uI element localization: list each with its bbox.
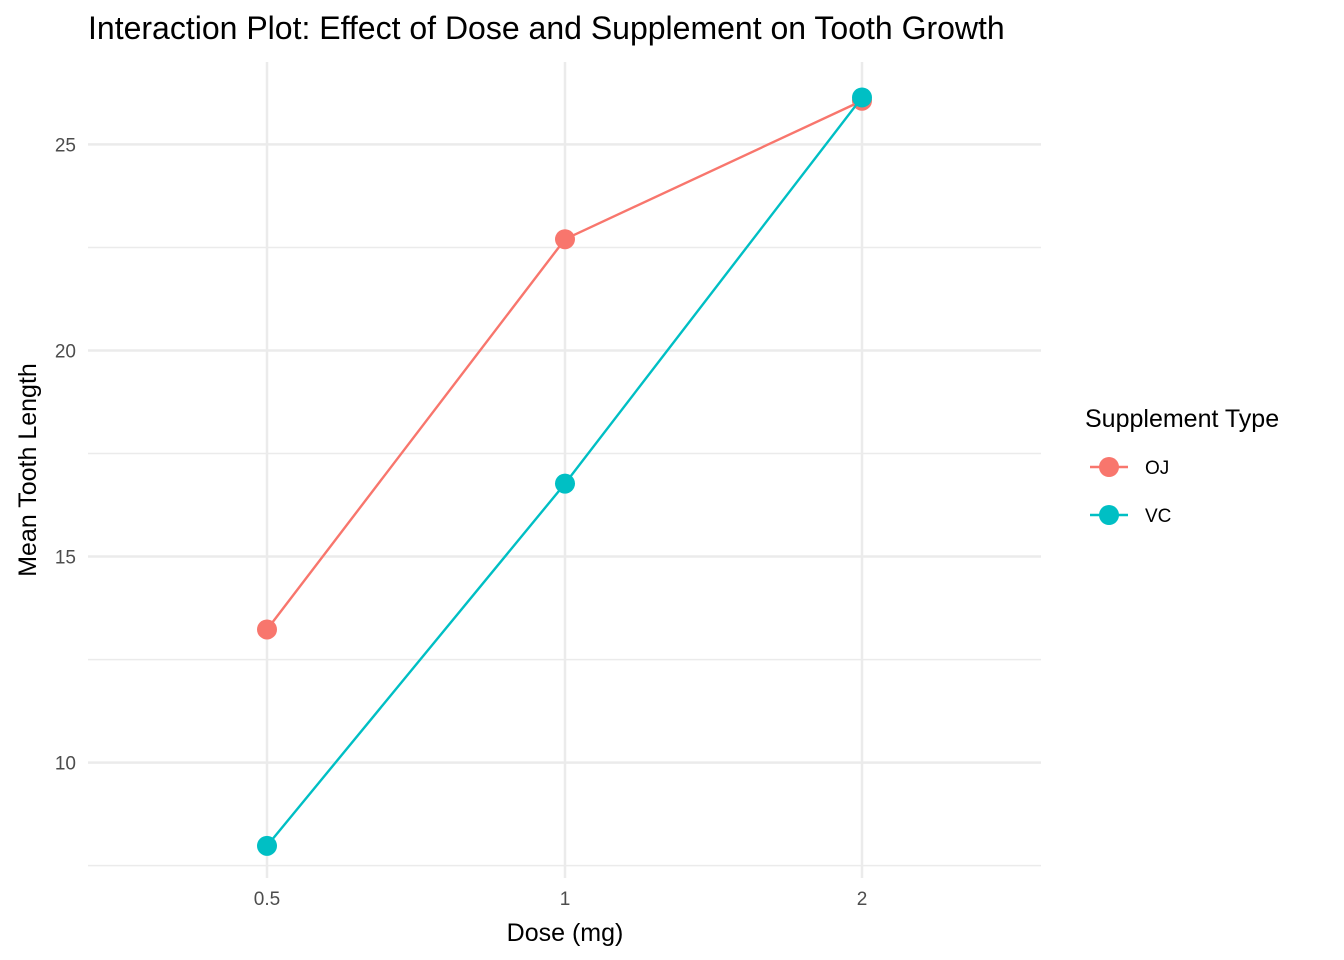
data-point-oj bbox=[555, 229, 575, 250]
y-tick-label: 25 bbox=[55, 135, 76, 156]
legend-item-vc: VC bbox=[1090, 505, 1171, 527]
legend-label: OJ bbox=[1145, 458, 1169, 479]
y-tick-label: 10 bbox=[55, 754, 76, 775]
x-tick-label: 1 bbox=[560, 889, 571, 910]
chart-title: Interaction Plot: Effect of Dose and Sup… bbox=[88, 10, 1005, 46]
data-point-vc bbox=[852, 87, 872, 108]
legend-title: Supplement Type bbox=[1085, 405, 1279, 433]
x-axis-title: Dose (mg) bbox=[507, 919, 624, 947]
major-gridlines bbox=[88, 62, 1041, 878]
x-tick-label: 0.5 bbox=[254, 889, 280, 910]
x-tick-label: 2 bbox=[857, 889, 868, 910]
legend-item-oj: OJ bbox=[1090, 457, 1169, 479]
legend-key-point bbox=[1099, 505, 1119, 525]
legend-key-point bbox=[1099, 457, 1119, 477]
y-tick-label: 20 bbox=[55, 341, 76, 362]
x-axis-tick-labels: 0.5 1 2 bbox=[254, 889, 868, 910]
legend-label: VC bbox=[1145, 506, 1171, 527]
y-tick-label: 15 bbox=[55, 548, 76, 569]
data-point-oj bbox=[257, 619, 277, 640]
series-layer bbox=[257, 87, 872, 856]
y-axis-tick-labels: 10 15 20 25 bbox=[55, 135, 76, 774]
series-vc bbox=[257, 87, 872, 856]
legend-items: OJ VC bbox=[1090, 457, 1171, 527]
data-point-vc bbox=[555, 473, 575, 494]
data-point-vc bbox=[257, 835, 277, 856]
legend: Supplement Type OJ VC bbox=[1085, 405, 1279, 527]
y-axis-title: Mean Tooth Length bbox=[14, 363, 42, 577]
